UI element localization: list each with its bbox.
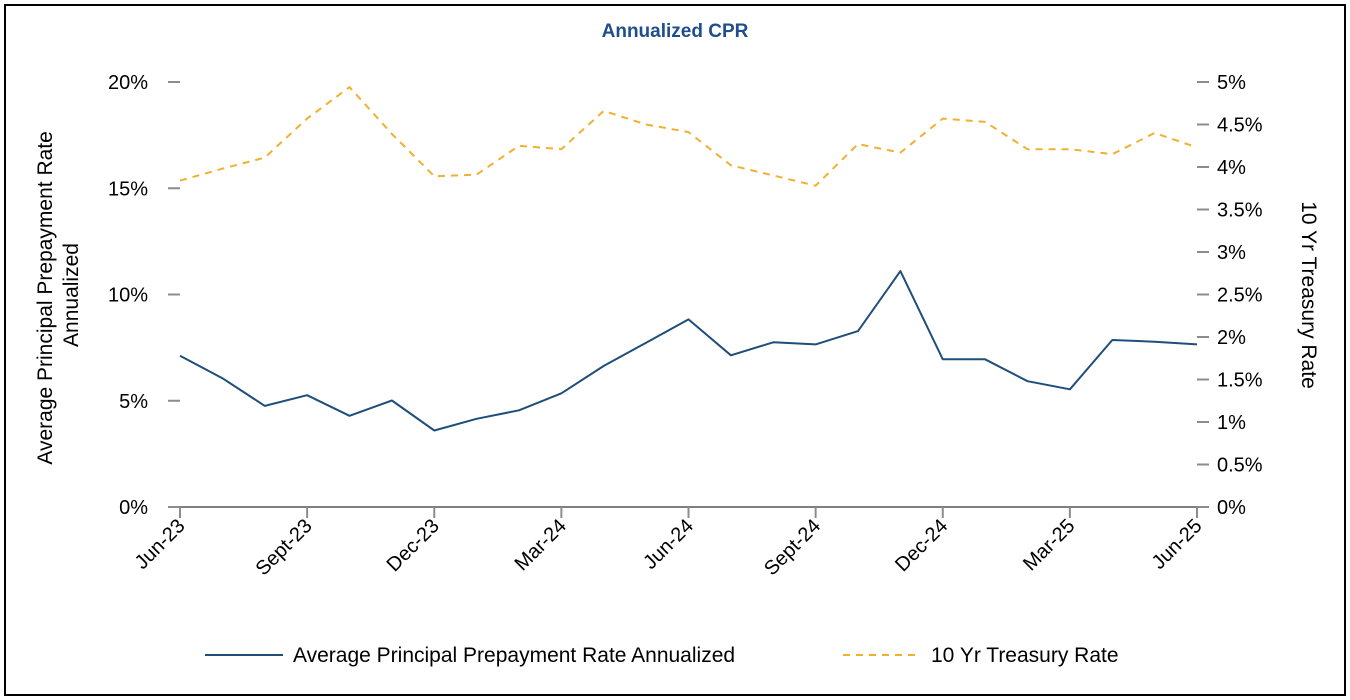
legend-label-prepayment: Average Principal Prepayment Rate Annual… xyxy=(293,644,735,667)
left-axis-title: Average Principal Prepayment Rate Annual… xyxy=(34,125,83,464)
right-y-tick-label: 0% xyxy=(1217,497,1246,519)
left-axis-title-line2: Annualized xyxy=(60,243,83,347)
right-y-tick-label: 5% xyxy=(1217,72,1246,94)
right-y-tick-label: 0.5% xyxy=(1217,455,1263,477)
right-y-tick-label: 2% xyxy=(1217,327,1246,349)
right-y-tick-label: 4.5% xyxy=(1217,115,1263,137)
right-y-tick-label: 2.5% xyxy=(1217,285,1263,307)
left-y-tick-label: 15% xyxy=(108,178,148,200)
right-y-tick-label: 1.5% xyxy=(1217,370,1263,392)
right-y-tick-label: 4% xyxy=(1217,157,1246,179)
right-y-tick-label: 3% xyxy=(1217,242,1246,264)
right-y-tick-label: 1% xyxy=(1217,412,1246,434)
legend: Average Principal Prepayment Rate Annual… xyxy=(205,644,1119,667)
chart-title: Annualized CPR xyxy=(602,21,749,42)
chart-border xyxy=(4,4,1346,696)
left-y-tick-label: 10% xyxy=(108,285,148,307)
legend-label-treasury: 10 Yr Treasury Rate xyxy=(931,644,1119,667)
right-y-tick-label: 3.5% xyxy=(1217,200,1263,222)
right-axis-title: 10 Yr Treasury Rate xyxy=(1297,201,1320,389)
left-axis-title-line1: Average Principal Prepayment Rate xyxy=(34,131,57,464)
series-group xyxy=(179,86,1198,432)
left-y-tick-label: 5% xyxy=(119,391,148,413)
left-y-tick-label: 0% xyxy=(119,497,148,519)
left-y-tick-label: 20% xyxy=(108,72,148,94)
